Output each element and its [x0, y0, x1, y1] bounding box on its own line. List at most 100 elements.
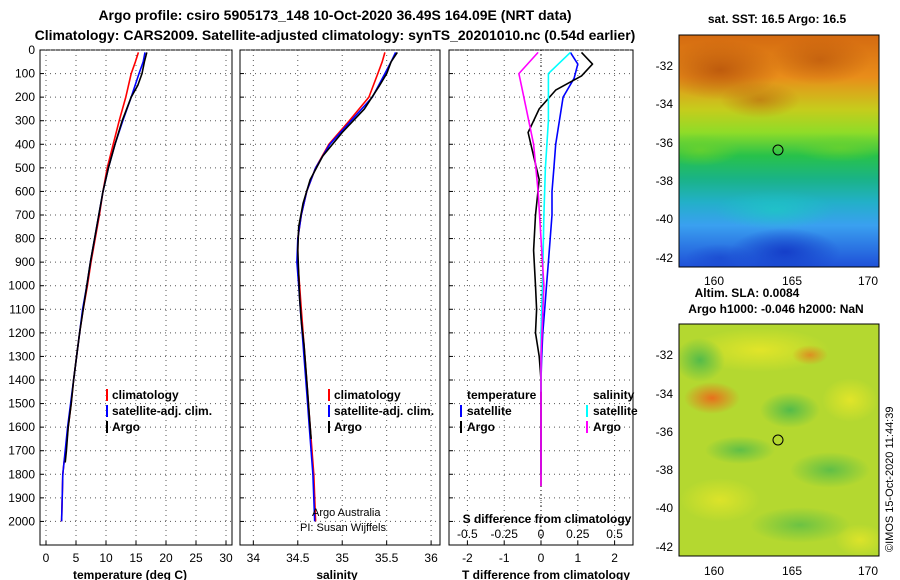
x-tick-label: 15	[129, 551, 143, 565]
x-tick-label: 30	[219, 551, 233, 565]
sst-xtick: 165	[782, 274, 802, 288]
s-diff-tick-label: 0.5	[606, 527, 623, 541]
x-tick-label: 34	[247, 551, 261, 565]
sst-yticks: -32 -34 -36 -38 -40 -42	[656, 59, 674, 265]
temperature-profile-series	[60, 52, 148, 522]
pressure-tick-label: 500	[15, 161, 35, 175]
legend-t-argo-label: Argo	[467, 420, 495, 434]
difference-legend: temperature salinity satellite Argo sate…	[460, 388, 638, 526]
s-diff-tick-label: -0.25	[491, 527, 519, 541]
x-tick-label: 0	[43, 551, 50, 565]
x-tick-label: -2	[462, 551, 473, 565]
sla-xticks: 160 165 170	[704, 564, 878, 578]
sla-title-line-2: Argo h1000: -0.046 h2000: NaN	[688, 302, 863, 316]
x-tick-label: 0	[538, 551, 545, 565]
x-tick-label: 35	[336, 551, 350, 565]
temperature-xlabel: temperature (deg C)	[73, 568, 187, 580]
sst-map-title: sat. SST: 16.5 Argo: 16.5	[708, 12, 847, 26]
pressure-tick-label: 0	[28, 43, 35, 57]
sst-ytick: -32	[656, 59, 674, 73]
pressure-tick-label: 900	[15, 255, 35, 269]
x-tick-label: -1	[499, 551, 510, 565]
series-line-t-argo	[527, 51, 594, 487]
sla-xtick: 170	[858, 564, 878, 578]
s-diff-tick-label: -0.5	[457, 527, 478, 541]
sst-xticks: 160 165 170	[704, 274, 878, 288]
x-tick-label: 25	[189, 551, 203, 565]
legend-satellite-label: satellite-adj. clim.	[334, 404, 434, 418]
pressure-axis: 0 100 200 300 400 500 600 700 800 900 1000 1100 1200…	[8, 43, 35, 528]
legend-salinity-header: salinity	[593, 388, 635, 402]
series-line-argo	[296, 51, 398, 439]
legend-argo-label: Argo	[334, 420, 362, 434]
pressure-tick-label: 1900	[8, 491, 35, 505]
pressure-tick-label: 2000	[8, 514, 35, 528]
title-line-2: Climatology: CARS2009. Satellite-adjuste…	[35, 27, 636, 43]
sst-ytick: -42	[656, 251, 674, 265]
series-line-argo	[64, 52, 148, 463]
salinity-panel-frame	[239, 49, 441, 546]
pressure-tick-label: 1200	[8, 326, 35, 340]
pressure-tick-label: 1600	[8, 420, 35, 434]
title-line-1: Argo profile: csiro 5905173_148 10-Oct-2…	[98, 7, 571, 23]
sla-map: Altim. SLA: 0.0084 Argo h1000: -0.046 h2…	[656, 286, 896, 578]
x-tick-label: 36	[424, 551, 438, 565]
sla-ytick: -32	[656, 348, 674, 362]
sla-ytick: -36	[656, 425, 674, 439]
s-diff-tick-label: 0	[538, 527, 545, 541]
sst-map: sat. SST: 16.5 Argo: 16.5 -32 -34 -36 -3…	[656, 12, 880, 288]
legend-argo-label: Argo	[112, 420, 140, 434]
legend-climatology-label: climatology	[334, 388, 401, 402]
pressure-tick-label: 1700	[8, 444, 35, 458]
x-tick-label: 1	[574, 551, 581, 565]
pressure-tick-label: 300	[15, 114, 35, 128]
series-lines	[60, 51, 594, 522]
series-line-s-argo	[518, 51, 545, 487]
sst-argo-marker	[772, 144, 784, 156]
difference-profile-series	[518, 51, 594, 487]
pressure-tick-label: 1800	[8, 467, 35, 481]
s-diff-tick-label: 0.25	[566, 527, 590, 541]
annotation-pi: PI: Susan Wijffels	[300, 522, 386, 534]
x-tick-label: 34.5	[286, 551, 310, 565]
pressure-tick-label: 1100	[9, 302, 35, 316]
sla-ytick: -34	[656, 387, 674, 401]
pressure-tick-label: 200	[15, 90, 35, 104]
legend-climatology-label: climatology	[112, 388, 179, 402]
series-line-t-satellite	[540, 51, 579, 475]
legend-t-satellite-label: satellite	[467, 404, 512, 418]
x-tick-label: 2	[611, 551, 618, 565]
sla-xtick: 165	[782, 564, 802, 578]
sst-xtick: 170	[858, 274, 878, 288]
pressure-tick-label: 1300	[8, 349, 35, 363]
sst-map-frame	[678, 34, 880, 268]
pressure-tick-label: 100	[15, 67, 35, 81]
x-tick-label: 10	[99, 551, 113, 565]
sla-ytick: -38	[656, 463, 674, 477]
sst-xtick: 160	[704, 274, 724, 288]
x-tick-label: 5	[73, 551, 80, 565]
sst-ytick: -38	[656, 174, 674, 188]
sla-xtick: 160	[704, 564, 724, 578]
sla-argo-marker	[772, 434, 784, 446]
legend-satellite-label: satellite-adj. clim.	[112, 404, 212, 418]
temperature-legend: climatology satellite-adj. clim. Argo	[106, 388, 212, 434]
sla-ytick: -42	[656, 540, 674, 554]
pressure-tick-label: 1400	[8, 373, 35, 387]
series-line-satellite-adj-clim-	[60, 52, 146, 522]
sla-ytick: -40	[656, 501, 674, 515]
pressure-tick-label: 400	[15, 137, 35, 151]
sla-yticks: -32 -34 -36 -38 -40 -42	[656, 348, 674, 554]
sst-ytick: -34	[656, 97, 674, 111]
t-difference-xlabel: T difference from climatology	[462, 568, 630, 580]
pressure-tick-label: 600	[15, 184, 35, 198]
series-line-s-satellite	[540, 51, 571, 392]
pressure-tick-label: 1000	[8, 279, 35, 293]
legend-s-satellite-label: satellite	[593, 404, 638, 418]
sla-field	[679, 324, 879, 556]
x-axes: 0 5 10 15 20 25 30 34 34.5 35 35.5 36 -2 -1 0 1 2 -0.5 -0.…	[43, 527, 624, 565]
salinity-legend: climatology satellite-adj. clim. Argo Ar…	[300, 388, 434, 534]
sst-ytick: -40	[656, 212, 674, 226]
pressure-tick-label: 700	[15, 208, 35, 222]
